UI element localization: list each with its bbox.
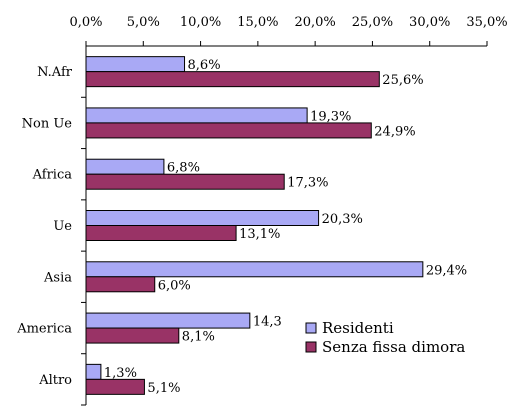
category-label: Ue	[53, 219, 72, 234]
x-tick-label: 25,0%	[352, 15, 393, 30]
data-label: 25,6%	[382, 73, 423, 88]
data-label: 24,9%	[374, 124, 415, 139]
legend-label: Residenti	[322, 319, 394, 337]
legend-label: Senza fissa dimora	[322, 338, 465, 356]
category-labels: N.Afr Non Ue Africa Ue Asia America Altro	[16, 65, 73, 388]
data-label: 5,1%	[147, 381, 180, 396]
category-label: Non Ue	[22, 116, 73, 131]
bar-residenti	[85, 107, 308, 124]
category-label: N.Afr	[37, 65, 73, 80]
data-label: 6,0%	[158, 278, 191, 293]
bar-residenti	[85, 210, 320, 226]
data-label: 1,3%	[104, 366, 137, 381]
bar-senza-fissa-dimora	[85, 327, 180, 344]
bars	[85, 56, 424, 395]
x-tick-label: 5,0%	[127, 15, 160, 30]
x-tick-label: 15,0%	[237, 15, 278, 30]
data-label: 14,3	[253, 315, 282, 330]
x-tick-label: 10,0%	[180, 15, 221, 30]
data-label: 13,1%	[239, 227, 280, 242]
category-label: Africa	[32, 168, 73, 183]
data-labels: 8,6% 25,6% 19,3% 24,9% 6,8% 17,3% 20,3% 13,1% 29…	[104, 58, 467, 396]
legend-swatch	[305, 322, 317, 334]
bar-residenti	[85, 158, 165, 175]
x-tick-label: 0,0%	[69, 15, 102, 30]
bar-residenti	[85, 312, 251, 329]
category-label: America	[16, 322, 72, 337]
category-label: Altro	[38, 373, 72, 388]
bar-residenti	[85, 261, 424, 278]
data-label: 8,6%	[188, 58, 221, 73]
x-tick-label: 30,0%	[409, 15, 450, 30]
bar-residenti	[85, 363, 102, 380]
bar-senza-fissa-dimora	[85, 378, 145, 395]
x-axis-ticks: 0,0% 5,0% 10,0% 15,0% 20,0% 25,0% 30,0% 35,0%	[69, 15, 508, 46]
data-label: 20,3%	[322, 212, 363, 227]
data-label: 6,8%	[167, 161, 200, 176]
data-label: 29,4%	[426, 263, 467, 278]
bar-senza-fissa-dimora	[85, 276, 156, 293]
x-tick-label: 35,0%	[466, 15, 507, 30]
bar-senza-fissa-dimora	[85, 71, 380, 88]
data-label: 19,3%	[310, 109, 351, 124]
x-tick-label: 20,0%	[294, 15, 335, 30]
data-label: 17,3%	[287, 176, 328, 191]
bar-senza-fissa-dimora	[85, 225, 237, 241]
legend-swatch	[305, 341, 317, 353]
bar-senza-fissa-dimora	[85, 173, 285, 190]
category-label: Asia	[43, 270, 72, 285]
bar-senza-fissa-dimora	[85, 122, 372, 139]
bar-residenti	[85, 56, 186, 73]
data-label: 8,1%	[182, 330, 215, 345]
legend-background	[300, 318, 482, 364]
